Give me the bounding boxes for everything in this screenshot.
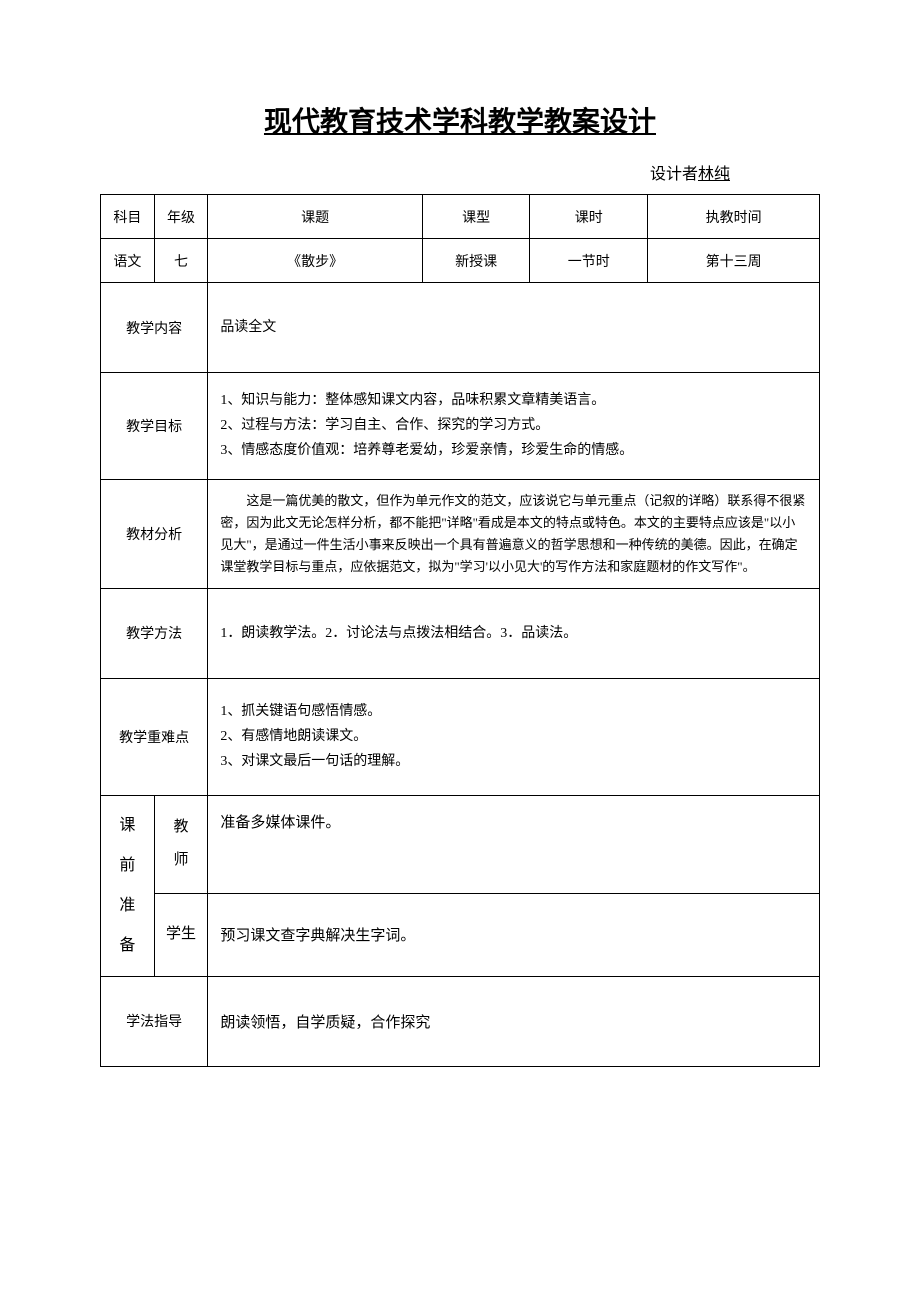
table-header-row: 科目 年级 课题 课型 课时 执教时间 [101, 195, 820, 239]
guide-label: 学法指导 [101, 976, 208, 1066]
guide-row: 学法指导 朗读领悟，自学质疑，合作探究 [101, 976, 820, 1066]
analysis-row: 教材分析 这是一篇优美的散文，但作为单元作文的范文，应该说它与单元重点（记叙的详… [101, 479, 820, 588]
designer-line: 设计者林纯 [100, 160, 820, 184]
header-period: 课时 [530, 195, 648, 239]
header-grade: 年级 [154, 195, 208, 239]
designer-name: 林纯 [698, 166, 730, 183]
goal-label: 教学目标 [101, 373, 208, 480]
prep-teacher-value: 准备多媒体课件。 [208, 795, 820, 893]
header-type: 课型 [422, 195, 529, 239]
prep-student-value: 预习课文查字典解决生字词。 [208, 893, 820, 976]
method-label: 教学方法 [101, 588, 208, 678]
method-value: 1．朗读教学法。2．讨论法与点拨法相结合。3．品读法。 [208, 588, 820, 678]
analysis-label: 教材分析 [101, 479, 208, 588]
analysis-value: 这是一篇优美的散文，但作为单元作文的范文，应该说它与单元重点（记叙的详略）联系得… [208, 479, 820, 588]
lesson-plan-table: 科目 年级 课题 课型 课时 执教时间 语文 七 《散步》 新授课 一节时 第十… [100, 194, 820, 1067]
content-value: 品读全文 [208, 283, 820, 373]
goal-value: 1、知识与能力：整体感知课文内容，品味积累文章精美语言。 2、过程与方法：学习自… [208, 373, 820, 480]
content-row: 教学内容 品读全文 [101, 283, 820, 373]
info-subject: 语文 [101, 239, 155, 283]
method-row: 教学方法 1．朗读教学法。2．讨论法与点拨法相结合。3．品读法。 [101, 588, 820, 678]
prep-label: 课前准备 [101, 795, 155, 976]
table-info-row: 语文 七 《散步》 新授课 一节时 第十三周 [101, 239, 820, 283]
header-time: 执教时间 [648, 195, 820, 239]
info-grade: 七 [154, 239, 208, 283]
prep-teacher-label: 教师 [154, 795, 208, 893]
content-label: 教学内容 [101, 283, 208, 373]
difficulty-value: 1、抓关键语句感悟情感。 2、有感情地朗读课文。 3、对课文最后一句话的理解。 [208, 678, 820, 795]
document-title: 现代教育技术学科教学教案设计 [100, 100, 820, 140]
info-type: 新授课 [422, 239, 529, 283]
prep-student-label: 学生 [154, 893, 208, 976]
info-time: 第十三周 [648, 239, 820, 283]
goal-row: 教学目标 1、知识与能力：整体感知课文内容，品味积累文章精美语言。 2、过程与方… [101, 373, 820, 480]
difficulty-row: 教学重难点 1、抓关键语句感悟情感。 2、有感情地朗读课文。 3、对课文最后一句… [101, 678, 820, 795]
designer-label: 设计者 [650, 166, 698, 183]
info-period: 一节时 [530, 239, 648, 283]
info-topic: 《散步》 [208, 239, 423, 283]
guide-value: 朗读领悟，自学质疑，合作探究 [208, 976, 820, 1066]
prep-student-row: 学生 预习课文查字典解决生字词。 [101, 893, 820, 976]
header-subject: 科目 [101, 195, 155, 239]
header-topic: 课题 [208, 195, 423, 239]
prep-teacher-row: 课前准备 教师 准备多媒体课件。 [101, 795, 820, 893]
difficulty-label: 教学重难点 [101, 678, 208, 795]
